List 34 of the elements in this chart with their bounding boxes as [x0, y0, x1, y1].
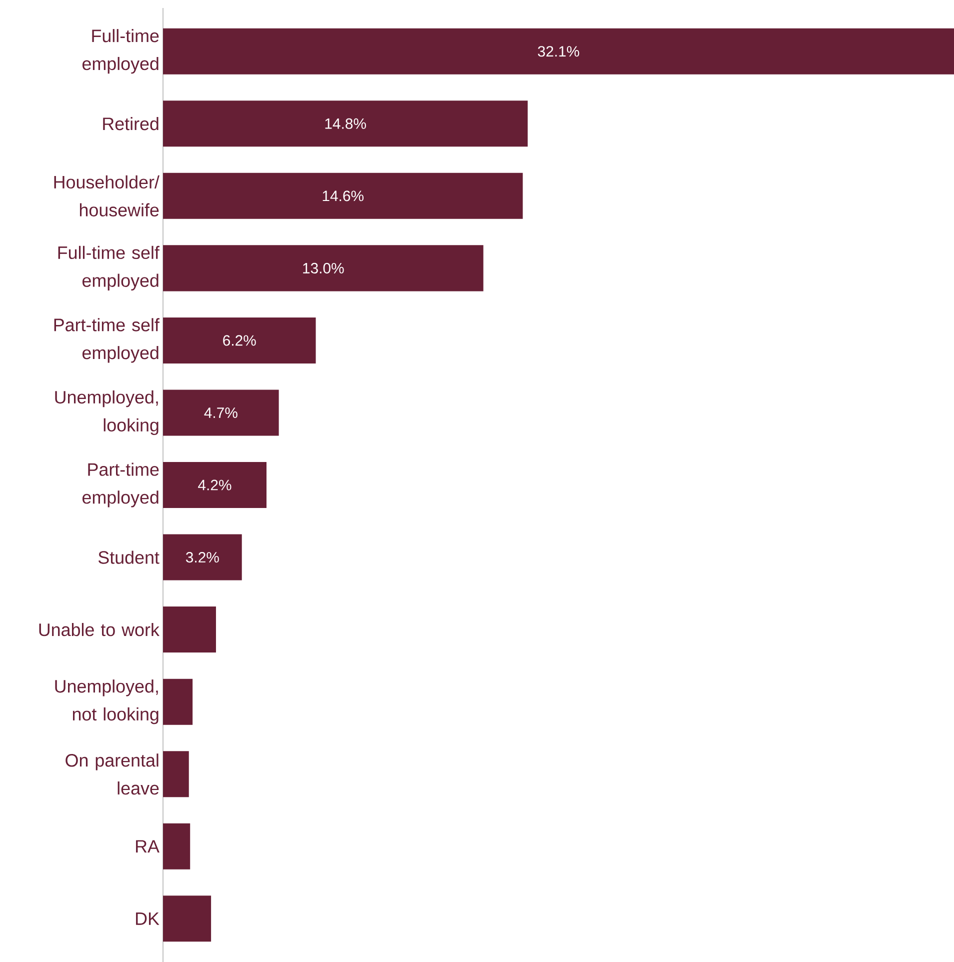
bar — [163, 751, 189, 798]
y-tick-label: Unemployed, looking — [55, 390, 158, 436]
bar — [163, 462, 266, 508]
y-tick-label: Unemployed, not looking — [55, 680, 158, 724]
y-tick-label: Full-time employed — [82, 29, 159, 74]
bar — [163, 390, 279, 436]
data-label: 14.6% — [322, 190, 364, 202]
bar — [163, 606, 216, 653]
bar — [163, 172, 523, 219]
data-label: 4.2% — [198, 480, 232, 490]
bar — [163, 317, 316, 364]
bar — [163, 245, 484, 292]
y-tick-label: Part-time employed — [82, 462, 159, 508]
bar — [163, 100, 528, 147]
bar — [163, 28, 954, 74]
data-label: 4.7% — [204, 408, 238, 418]
data-label: 32.1% — [538, 46, 580, 57]
y-tick-label: Student — [98, 550, 160, 564]
y-tick-label: Retired — [103, 117, 158, 130]
bar — [163, 896, 212, 942]
y-tick-label: Householder/ housewife — [54, 175, 160, 216]
y-tick-label: On parental leave — [66, 754, 159, 795]
data-label: 14.8% — [325, 118, 366, 129]
y-tick-label: Full-time self employed — [58, 246, 160, 290]
y-tick-label: DK — [136, 912, 160, 925]
y-tick-label: Unable to work — [39, 622, 160, 636]
data-label: 6.2% — [223, 335, 256, 346]
bar — [163, 534, 242, 580]
y-tick-label: RA — [136, 840, 160, 853]
bar — [163, 678, 193, 725]
data-label: 13.0% — [303, 262, 344, 274]
data-label: 3.2% — [186, 552, 219, 563]
y-tick-label: Part-time self employed — [54, 318, 160, 363]
bar — [163, 823, 190, 870]
